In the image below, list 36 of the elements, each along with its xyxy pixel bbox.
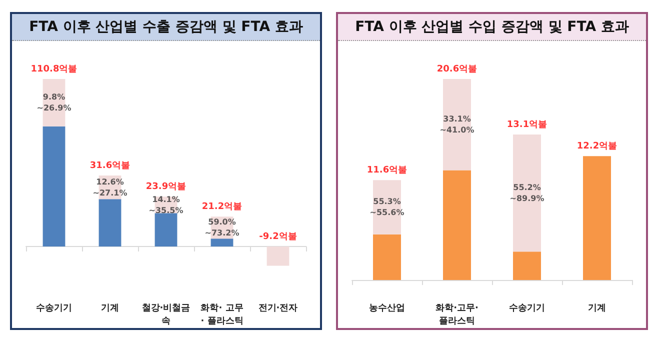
x-tick-label: 수송기기 — [509, 304, 545, 314]
bar — [154, 213, 178, 246]
annotation: 11.6억불 — [366, 166, 408, 176]
x-tick-label: 수송기기 — [36, 304, 72, 314]
bar — [210, 238, 234, 246]
x-tick-label: 농수산업 — [369, 304, 405, 314]
bar — [373, 234, 401, 280]
annotation: 21.2억불 — [202, 202, 242, 212]
annotation: 9.8% ~26.9% — [36, 92, 72, 113]
annotation: 23.9억불 — [146, 182, 186, 192]
annotation: 13.1억불 — [506, 120, 548, 130]
x-tick-label: 전기·전자 — [258, 304, 298, 314]
bar — [98, 199, 122, 246]
x-tick-label: 기계 — [588, 304, 606, 314]
x-tick-label: 화학·고무·플라스틱 — [436, 304, 478, 326]
annotation: 55.3% ~55.6% — [370, 197, 404, 218]
annotation: 12.6% ~27.1% — [92, 177, 128, 198]
x-tick-label: 화학· 고무· 플라스틱 — [200, 304, 244, 326]
chart-title: FTA 이후 산업별 수출 증감액 및 FTA 효과 — [12, 14, 320, 41]
text: 20.6억불 — [436, 64, 478, 74]
annotation: 55.2% ~89.9% — [510, 183, 544, 204]
annotation: 59.0% ~73.2% — [204, 218, 240, 238]
annotation: 14.1% ~35.5% — [148, 194, 184, 215]
chart-title: FTA 이후 산업별 수입 증감액 및 FTA 효과 — [338, 14, 646, 41]
bar — [583, 156, 611, 280]
annotation: 33.1% ~41.0% — [440, 114, 474, 135]
x-tick-label: 철강·비철금속 — [142, 304, 190, 326]
bar — [443, 170, 471, 280]
bar — [266, 246, 290, 266]
bar — [513, 252, 541, 280]
annotation: -9.2억불 — [259, 232, 297, 242]
text: 110.8억불 — [30, 64, 78, 74]
annotation: 12.2억불 — [576, 142, 618, 152]
annotation: 31.6억불 — [90, 160, 130, 171]
x-tick-label: 기계 — [101, 304, 119, 314]
bar — [42, 126, 66, 246]
